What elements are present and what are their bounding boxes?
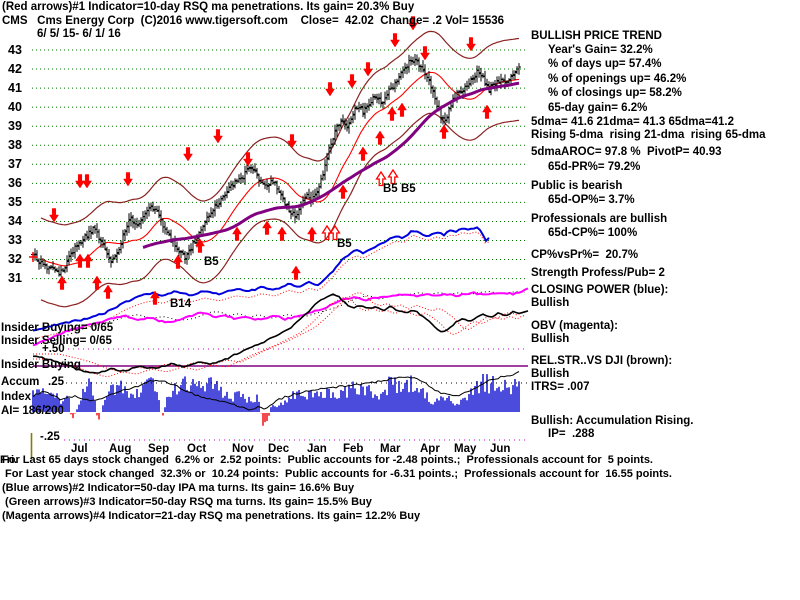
buy-arrows [57,102,492,305]
accum-histogram [32,373,520,426]
accum-index-line [32,371,520,411]
relstr-ma-dotted-2 [33,292,526,373]
relstr-ma-dotted-1 [33,296,526,378]
ma-65-line [142,81,520,249]
start-plus-mark [29,252,37,262]
reference-lines [30,348,528,459]
price-gridlines [32,49,528,280]
sell-arrows [49,16,476,223]
closing-power-line [32,226,490,332]
relative-strength-line [32,293,529,374]
obv-line [32,287,529,347]
buy-arrows-outline [321,168,399,241]
candles [31,54,521,277]
obv-ma-dotted [33,290,526,344]
price-bands [40,30,520,308]
